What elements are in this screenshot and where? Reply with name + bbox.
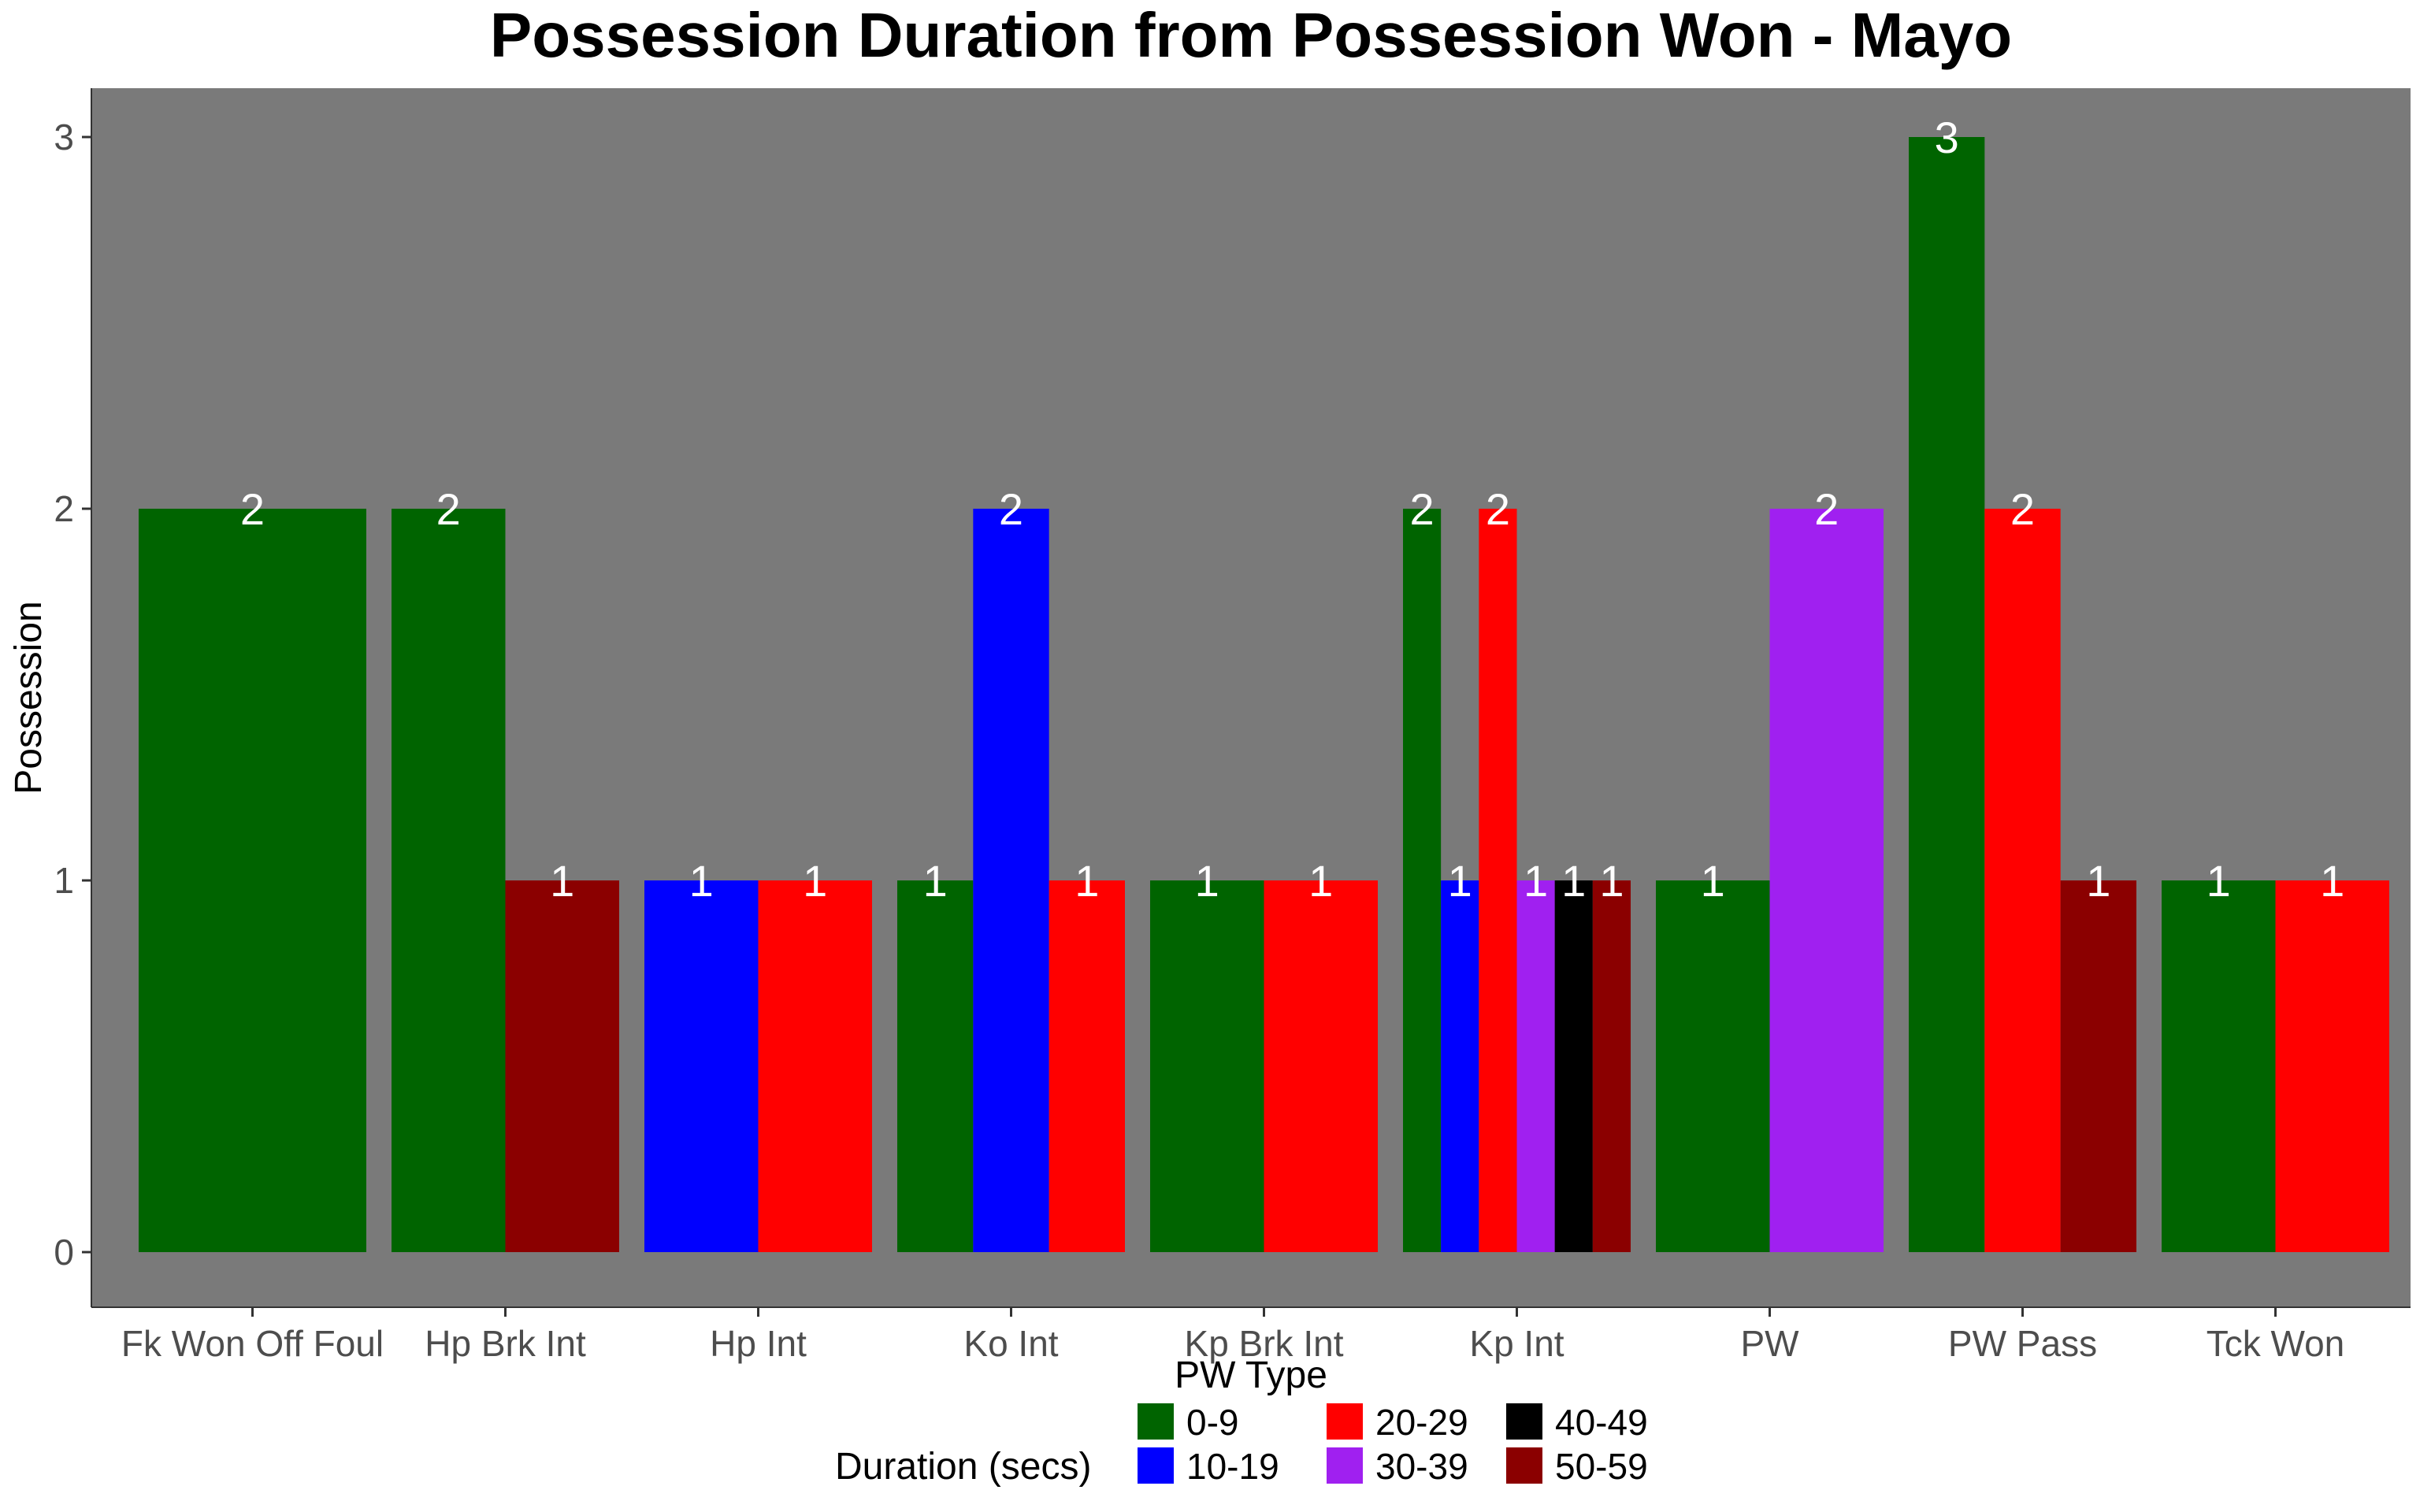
bar bbox=[1909, 137, 1985, 1252]
legend-label: 50-59 bbox=[1555, 1446, 1648, 1487]
bar bbox=[1264, 880, 1378, 1252]
bar-value-label: 1 bbox=[923, 856, 948, 906]
bar-value-label: 2 bbox=[2010, 484, 2035, 534]
legend-key bbox=[1138, 1447, 1174, 1484]
x-tick-label: Kp Int bbox=[1469, 1323, 1564, 1364]
bar bbox=[644, 880, 759, 1252]
bar bbox=[392, 509, 506, 1252]
bar-value-label: 1 bbox=[689, 856, 714, 906]
bar-value-label: 1 bbox=[1701, 856, 1725, 906]
x-tick-label: PW bbox=[1740, 1323, 1799, 1364]
bar bbox=[1049, 880, 1125, 1252]
legend-label: 0-9 bbox=[1186, 1402, 1238, 1443]
bar-value-label: 1 bbox=[1561, 856, 1586, 906]
x-axis-title: PW Type bbox=[1175, 1354, 1327, 1396]
bar-value-label: 1 bbox=[2320, 856, 2344, 906]
bar-value-label: 2 bbox=[999, 484, 1023, 534]
bar bbox=[1984, 509, 2061, 1252]
x-tick-label: Kp Brk Int bbox=[1185, 1323, 1344, 1364]
bar-value-label: 1 bbox=[1599, 856, 1624, 906]
x-tick-label: Tck Won bbox=[2207, 1323, 2345, 1364]
bar bbox=[2060, 880, 2136, 1252]
x-tick-label: PW Pass bbox=[1948, 1323, 2097, 1364]
legend-label: 20-29 bbox=[1375, 1402, 1468, 1443]
x-tick-label: Fk Won Off Foul bbox=[121, 1323, 384, 1364]
bar bbox=[1516, 880, 1555, 1252]
bar-value-label: 1 bbox=[1075, 856, 1099, 906]
bars bbox=[139, 137, 2389, 1252]
x-tick-label: Hp Brk Int bbox=[425, 1323, 586, 1364]
bar bbox=[505, 880, 619, 1252]
bar bbox=[2162, 880, 2276, 1252]
bar-value-label: 1 bbox=[2207, 856, 2231, 906]
bar bbox=[1554, 880, 1593, 1252]
legend-label: 40-49 bbox=[1555, 1402, 1648, 1443]
legend-label: 10-19 bbox=[1186, 1446, 1279, 1487]
bar bbox=[1403, 509, 1442, 1252]
bar-value-label: 3 bbox=[1935, 113, 1959, 162]
x-axis: Fk Won Off Foul Hp Brk Int Hp Int Ko Int Kp … bbox=[91, 1306, 2411, 1364]
bar-value-label: 2 bbox=[1486, 484, 1510, 534]
bar bbox=[1769, 509, 1884, 1252]
bar bbox=[758, 880, 872, 1252]
legend-title: Duration (secs) bbox=[835, 1446, 1091, 1488]
chart-title: Possession Duration from Possession Won … bbox=[490, 0, 2012, 70]
y-axis-title: Possession bbox=[8, 601, 50, 794]
bar-value-label: 1 bbox=[803, 856, 827, 906]
y-tick-label: 0 bbox=[54, 1232, 74, 1273]
x-tick-label: Hp Int bbox=[710, 1323, 807, 1364]
bar-value-label: 1 bbox=[1524, 856, 1548, 906]
bar bbox=[2275, 880, 2389, 1252]
bar-value-label: 1 bbox=[550, 856, 574, 906]
x-tick-label: Ko Int bbox=[963, 1323, 1058, 1364]
y-tick-label: 3 bbox=[54, 117, 74, 158]
bar bbox=[973, 509, 1049, 1252]
bar bbox=[1656, 880, 1770, 1252]
legend-key bbox=[1506, 1447, 1542, 1484]
bar bbox=[1150, 880, 1264, 1252]
bar-value-label: 1 bbox=[1308, 856, 1333, 906]
bar-value-label: 1 bbox=[1448, 856, 1472, 906]
bar bbox=[1441, 880, 1479, 1252]
bar bbox=[1592, 880, 1631, 1252]
bar-value-label: 1 bbox=[2086, 856, 2110, 906]
bar-value-label: 2 bbox=[1410, 484, 1435, 534]
y-axis: 0 1 2 3 bbox=[54, 88, 92, 1307]
y-tick-label: 2 bbox=[54, 488, 74, 529]
bar bbox=[139, 509, 366, 1252]
legend-key bbox=[1506, 1403, 1542, 1440]
legend-key bbox=[1327, 1403, 1363, 1440]
legend-key bbox=[1327, 1447, 1363, 1484]
bar-value-label: 2 bbox=[436, 484, 461, 534]
bar bbox=[897, 880, 974, 1252]
bar-value-label: 1 bbox=[1195, 856, 1219, 906]
bar-value-label: 2 bbox=[1814, 484, 1839, 534]
bar-value-label: 2 bbox=[240, 484, 265, 534]
bar bbox=[1479, 509, 1517, 1252]
legend-label: 30-39 bbox=[1375, 1446, 1468, 1487]
y-tick-label: 1 bbox=[54, 860, 74, 901]
legend-key bbox=[1138, 1403, 1174, 1440]
